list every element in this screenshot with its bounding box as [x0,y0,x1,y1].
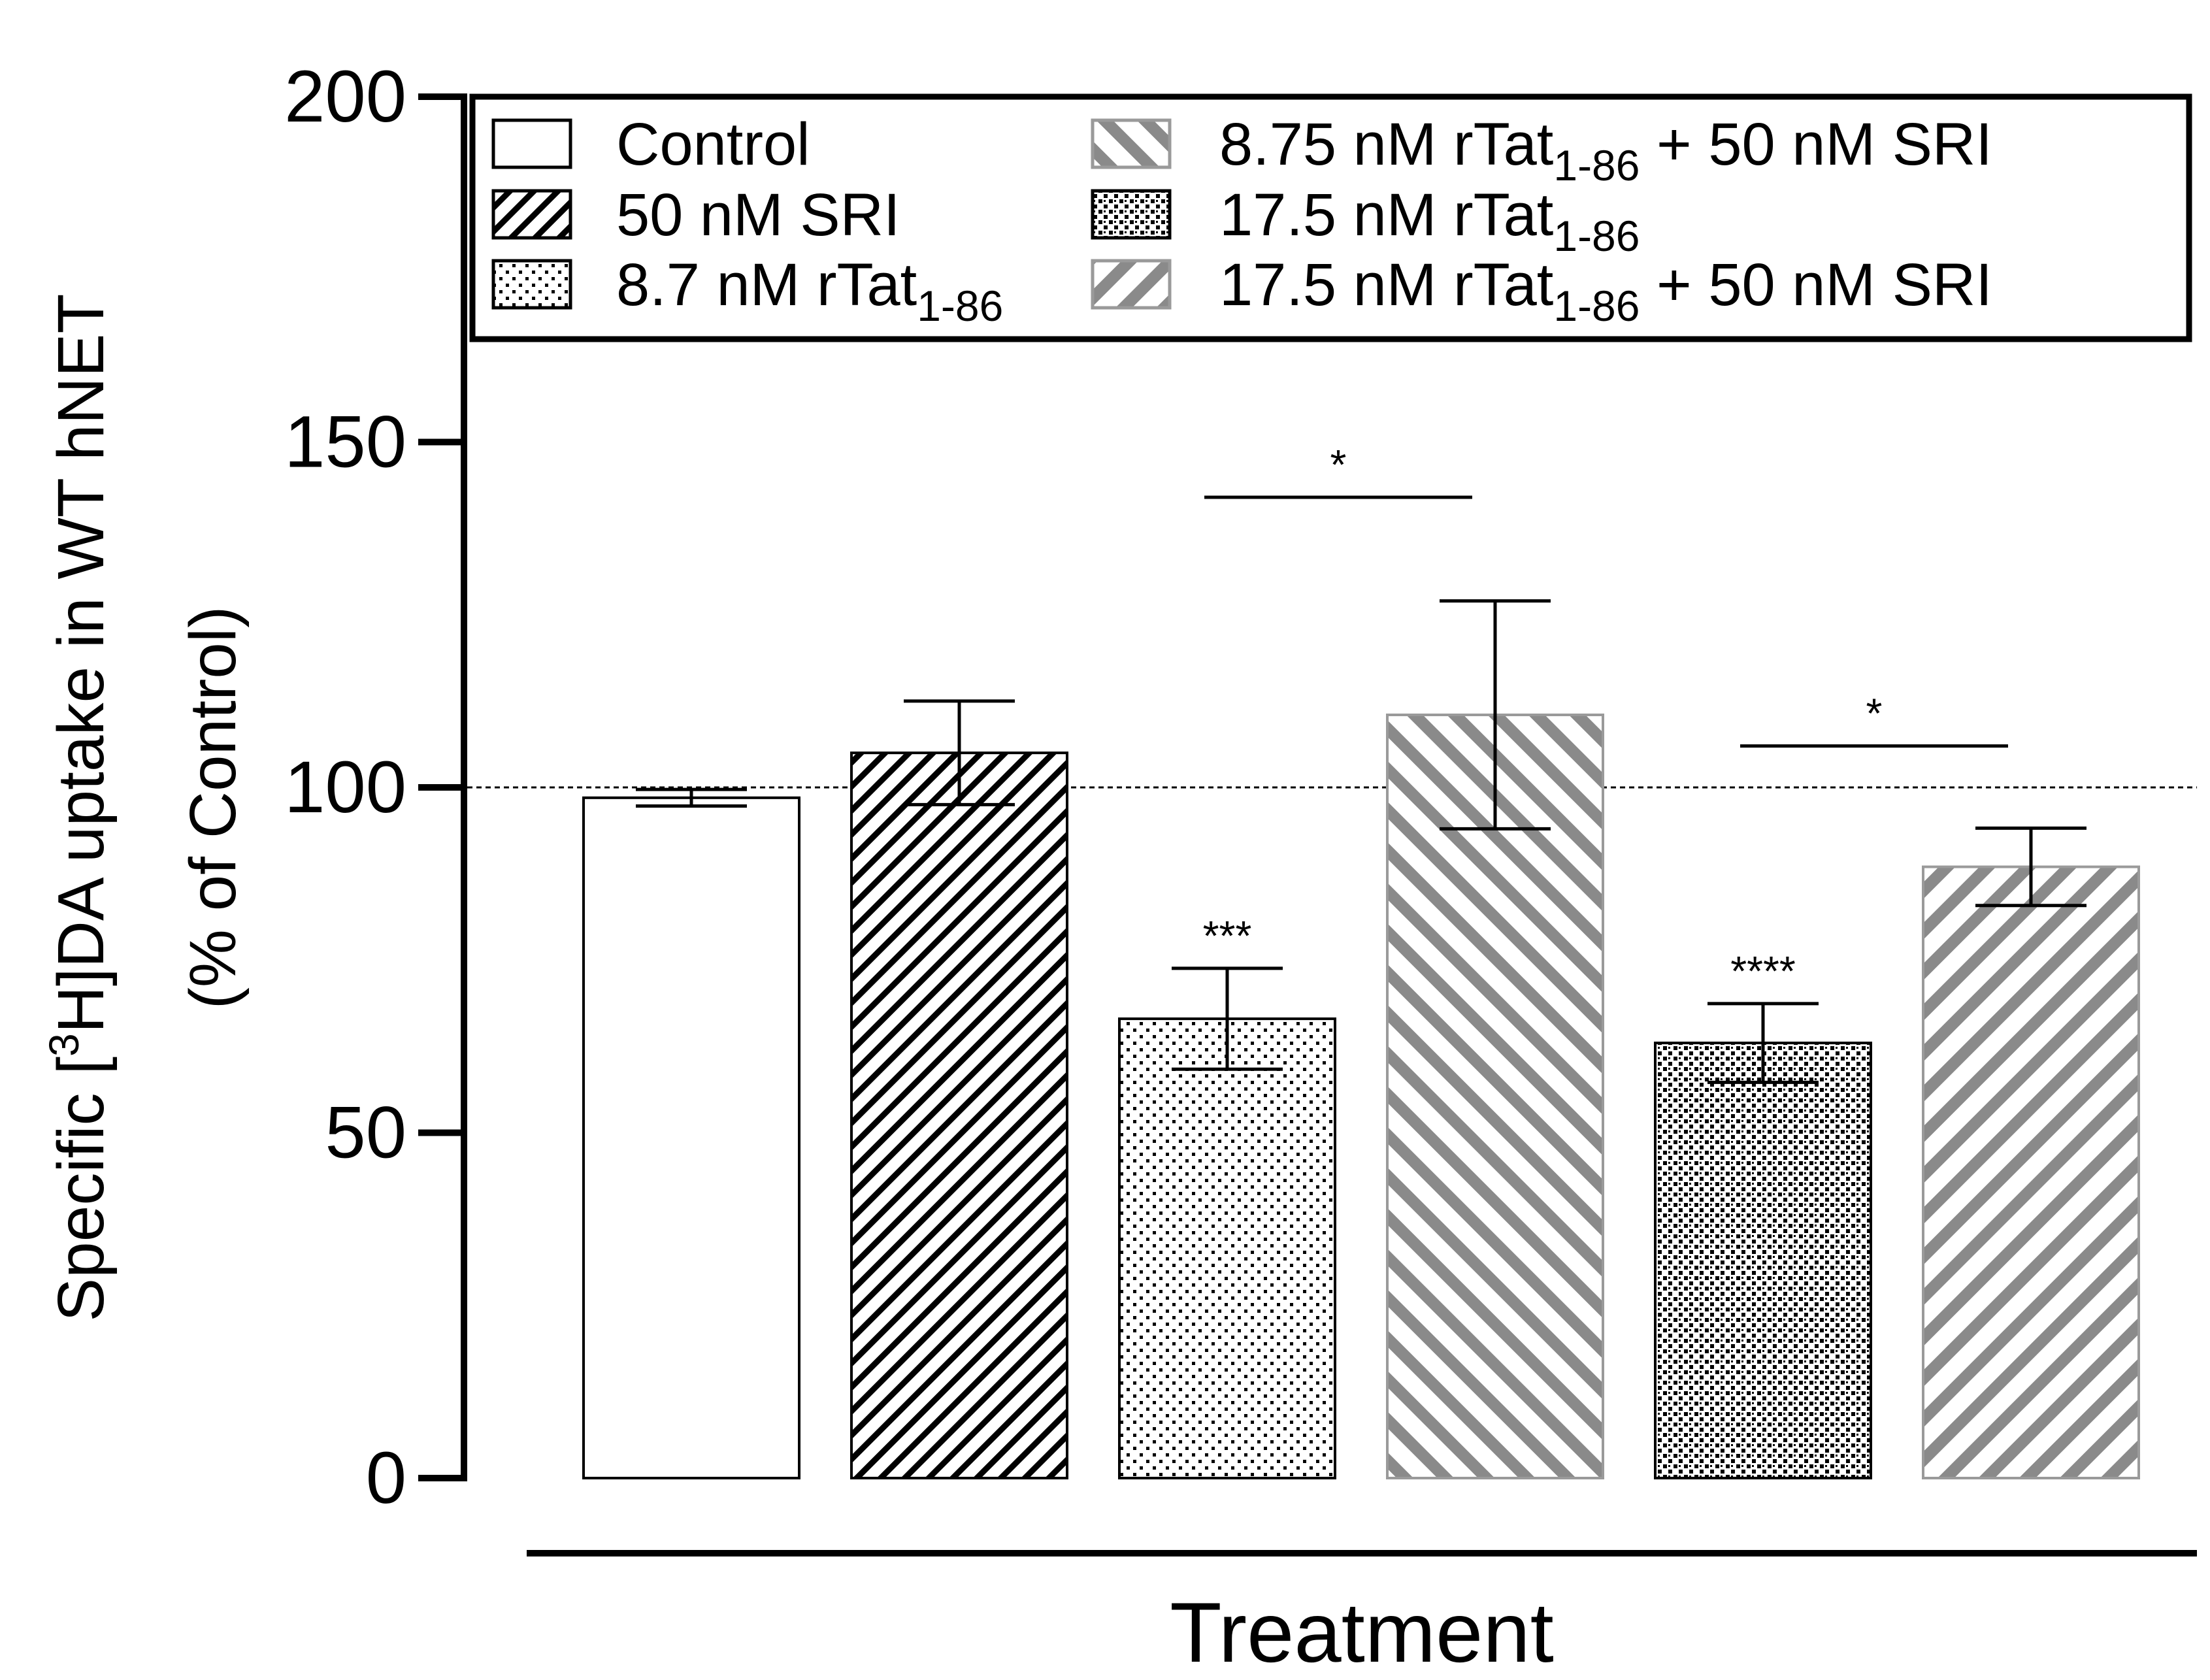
legend-frame [469,93,2192,342]
bar-5 [1922,865,2140,1480]
y-axis-label-line1: Specific [3H]DA uptake in WT hNET [41,293,118,1321]
legend-swatch-3 [1091,118,1172,169]
legend-label-4: 17.5 nM rTat1-86 [1219,182,1640,260]
legend-label-5: 17.5 nM rTat1-86 + 50 nM SRI [1219,252,1992,330]
legend-label-0: Control [616,111,810,178]
significance-label-0: * [1330,441,1347,488]
significance-group: ** [1204,441,2008,748]
legend-swatch-0 [491,118,572,169]
y-tick-label-0: 0 [366,1437,406,1519]
legend-label-2: 8.7 nM rTat1-86 [616,252,1003,330]
legend-swatch-4 [1091,189,1172,240]
legend-label-1: 50 nM SRI [616,182,900,248]
bar-significance-label-2: *** [1203,912,1252,959]
y-tick-label-150: 150 [284,401,406,483]
legend-swatch-2 [491,259,572,310]
y-tick-label-50: 50 [325,1092,406,1174]
bar-0 [582,796,800,1479]
bar-significance-label-4: **** [1730,947,1796,995]
y-axis-label: Specific [3H]DA uptake in WT hNET (% of … [41,293,250,1321]
legend-swatch-1 [491,189,572,240]
bars-group: ******* [582,599,2140,1480]
bar-1 [850,751,1068,1479]
bar-2 [1118,1017,1336,1479]
significance-label-1: * [1866,690,1883,737]
bar-4 [1654,1042,1872,1479]
bar-3 [1386,714,1604,1479]
y-tick-label-100: 100 [284,746,406,828]
y-tick-label-200: 200 [284,56,406,137]
legend-label-3: 8.75 nM rTat1-86 + 50 nM SRI [1219,111,1992,189]
y-axis-label-line2: (% of Control) [176,606,250,1010]
y-axis: 0 50 100 150 200 [284,56,467,1519]
x-axis-label: Treatment [1170,1585,1554,1680]
legend-swatch-5 [1091,259,1172,310]
